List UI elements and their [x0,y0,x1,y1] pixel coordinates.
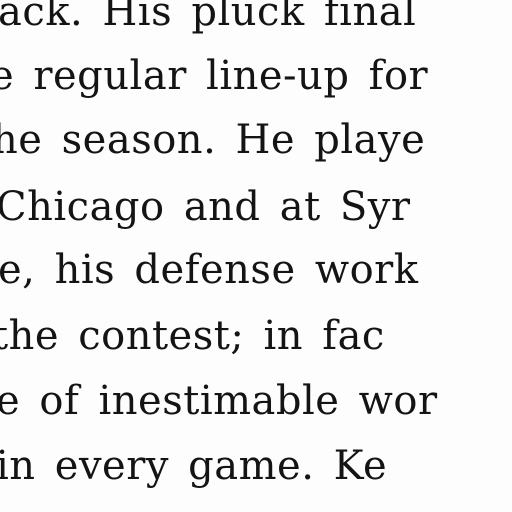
text-line: Chicago and at Syr [0,184,411,230]
text-line: ack. His pluck final [0,0,417,35]
text-line: e regular line-up for [0,53,429,99]
text-line: in every game. Ke [0,443,388,489]
text-line: the contest; in fac [0,313,385,359]
text-line: e of inestimable wor [0,378,438,424]
text-line: he season. He playe [0,117,426,163]
text-line: e, his defense work [0,247,419,293]
